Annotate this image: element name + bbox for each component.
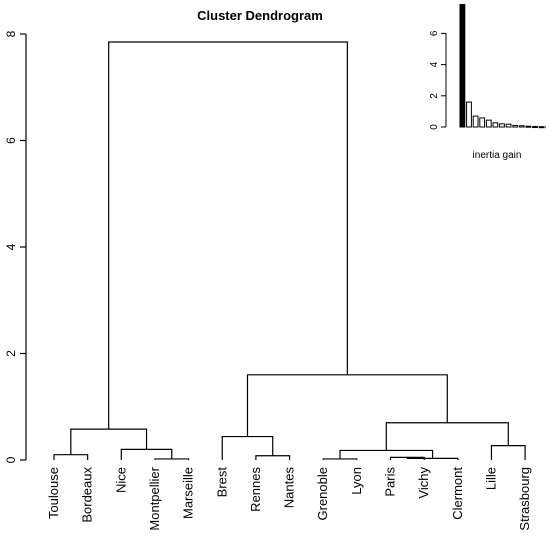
merge-branch-8: [490, 445, 526, 460]
chart-title: Cluster Dendrogram: [197, 8, 323, 23]
leaf-label-brest: Brest: [214, 467, 229, 498]
leaf-label-lyon: Lyon: [349, 467, 364, 495]
leaf-label-grenoble: Grenoble: [315, 467, 330, 520]
inertia-gain-inset: 0 2 4 6 inertia gain: [429, 4, 546, 161]
inset-y-tick-label-1: 2: [429, 93, 440, 99]
inset-bar-6: [499, 123, 505, 128]
y-tick-label-3: 6: [4, 137, 18, 144]
merge-branch-11: [385, 422, 509, 451]
inset-bar-8: [512, 124, 519, 128]
merge-branch-5: [53, 454, 89, 460]
leaf-label-clermont: Clermont: [450, 467, 465, 520]
leaf-label-montpellier: Montpellier: [147, 466, 162, 530]
inset-bar-11: [532, 126, 538, 129]
leaf-label-vichy: Vichy: [416, 467, 431, 499]
leaf-labels: Toulouse Bordeaux Nice Montpellier Marseille…: [46, 466, 532, 530]
inset-bar-2: [472, 115, 479, 128]
leaf-label-toulouse: Toulouse: [46, 467, 61, 519]
leaf-label-rennes: Rennes: [248, 467, 263, 512]
leaf-label-nantes: Nantes: [282, 467, 297, 509]
merge-branch-1: [154, 458, 190, 460]
dendrogram-branches: [53, 41, 526, 460]
merge-branch-12: [246, 374, 448, 437]
inset-bar-0: [459, 4, 466, 128]
inset-bar-9: [518, 125, 525, 128]
inset-bars: [459, 4, 546, 129]
inset-y-tick-label-3: 6: [429, 30, 440, 36]
y-tick-label-4: 8: [4, 30, 18, 37]
inset-bar-10: [525, 125, 532, 128]
inset-bar-12: [538, 126, 545, 129]
merge-branch-10: [70, 428, 148, 455]
leaf-label-marseille: Marseille: [181, 467, 196, 519]
leaf-label-lille: Lille: [483, 467, 498, 490]
inset-bar-1: [466, 101, 472, 128]
inset-y-tick-label-0: 0: [429, 124, 440, 130]
leaf-label-strasbourg: Strasbourg: [517, 467, 532, 531]
merge-branch-9: [221, 435, 274, 460]
merge-branch-4: [255, 455, 291, 460]
leaf-label-bordeaux: Bordeaux: [80, 467, 95, 523]
inset-x-axis-label: inertia gain: [473, 150, 522, 161]
leaf-label-paris: Paris: [383, 467, 398, 497]
inset-y-axis: 0 2 4 6: [429, 30, 447, 130]
inset-bar-5: [492, 122, 499, 128]
y-tick-label-1: 2: [4, 350, 18, 357]
y-axis: 0 2 4 6 8: [4, 30, 27, 463]
inset-bar-4: [485, 119, 492, 128]
y-tick-label-2: 4: [4, 243, 18, 250]
inset-y-tick-label-2: 4: [429, 61, 440, 67]
leaf-label-nice: Nice: [113, 467, 128, 493]
merge-branch-13: [108, 41, 348, 430]
inset-bar-3: [479, 117, 486, 128]
merge-branch-2: [322, 458, 358, 460]
inset-bar-7: [505, 123, 512, 128]
y-tick-label-0: 0: [4, 456, 18, 463]
